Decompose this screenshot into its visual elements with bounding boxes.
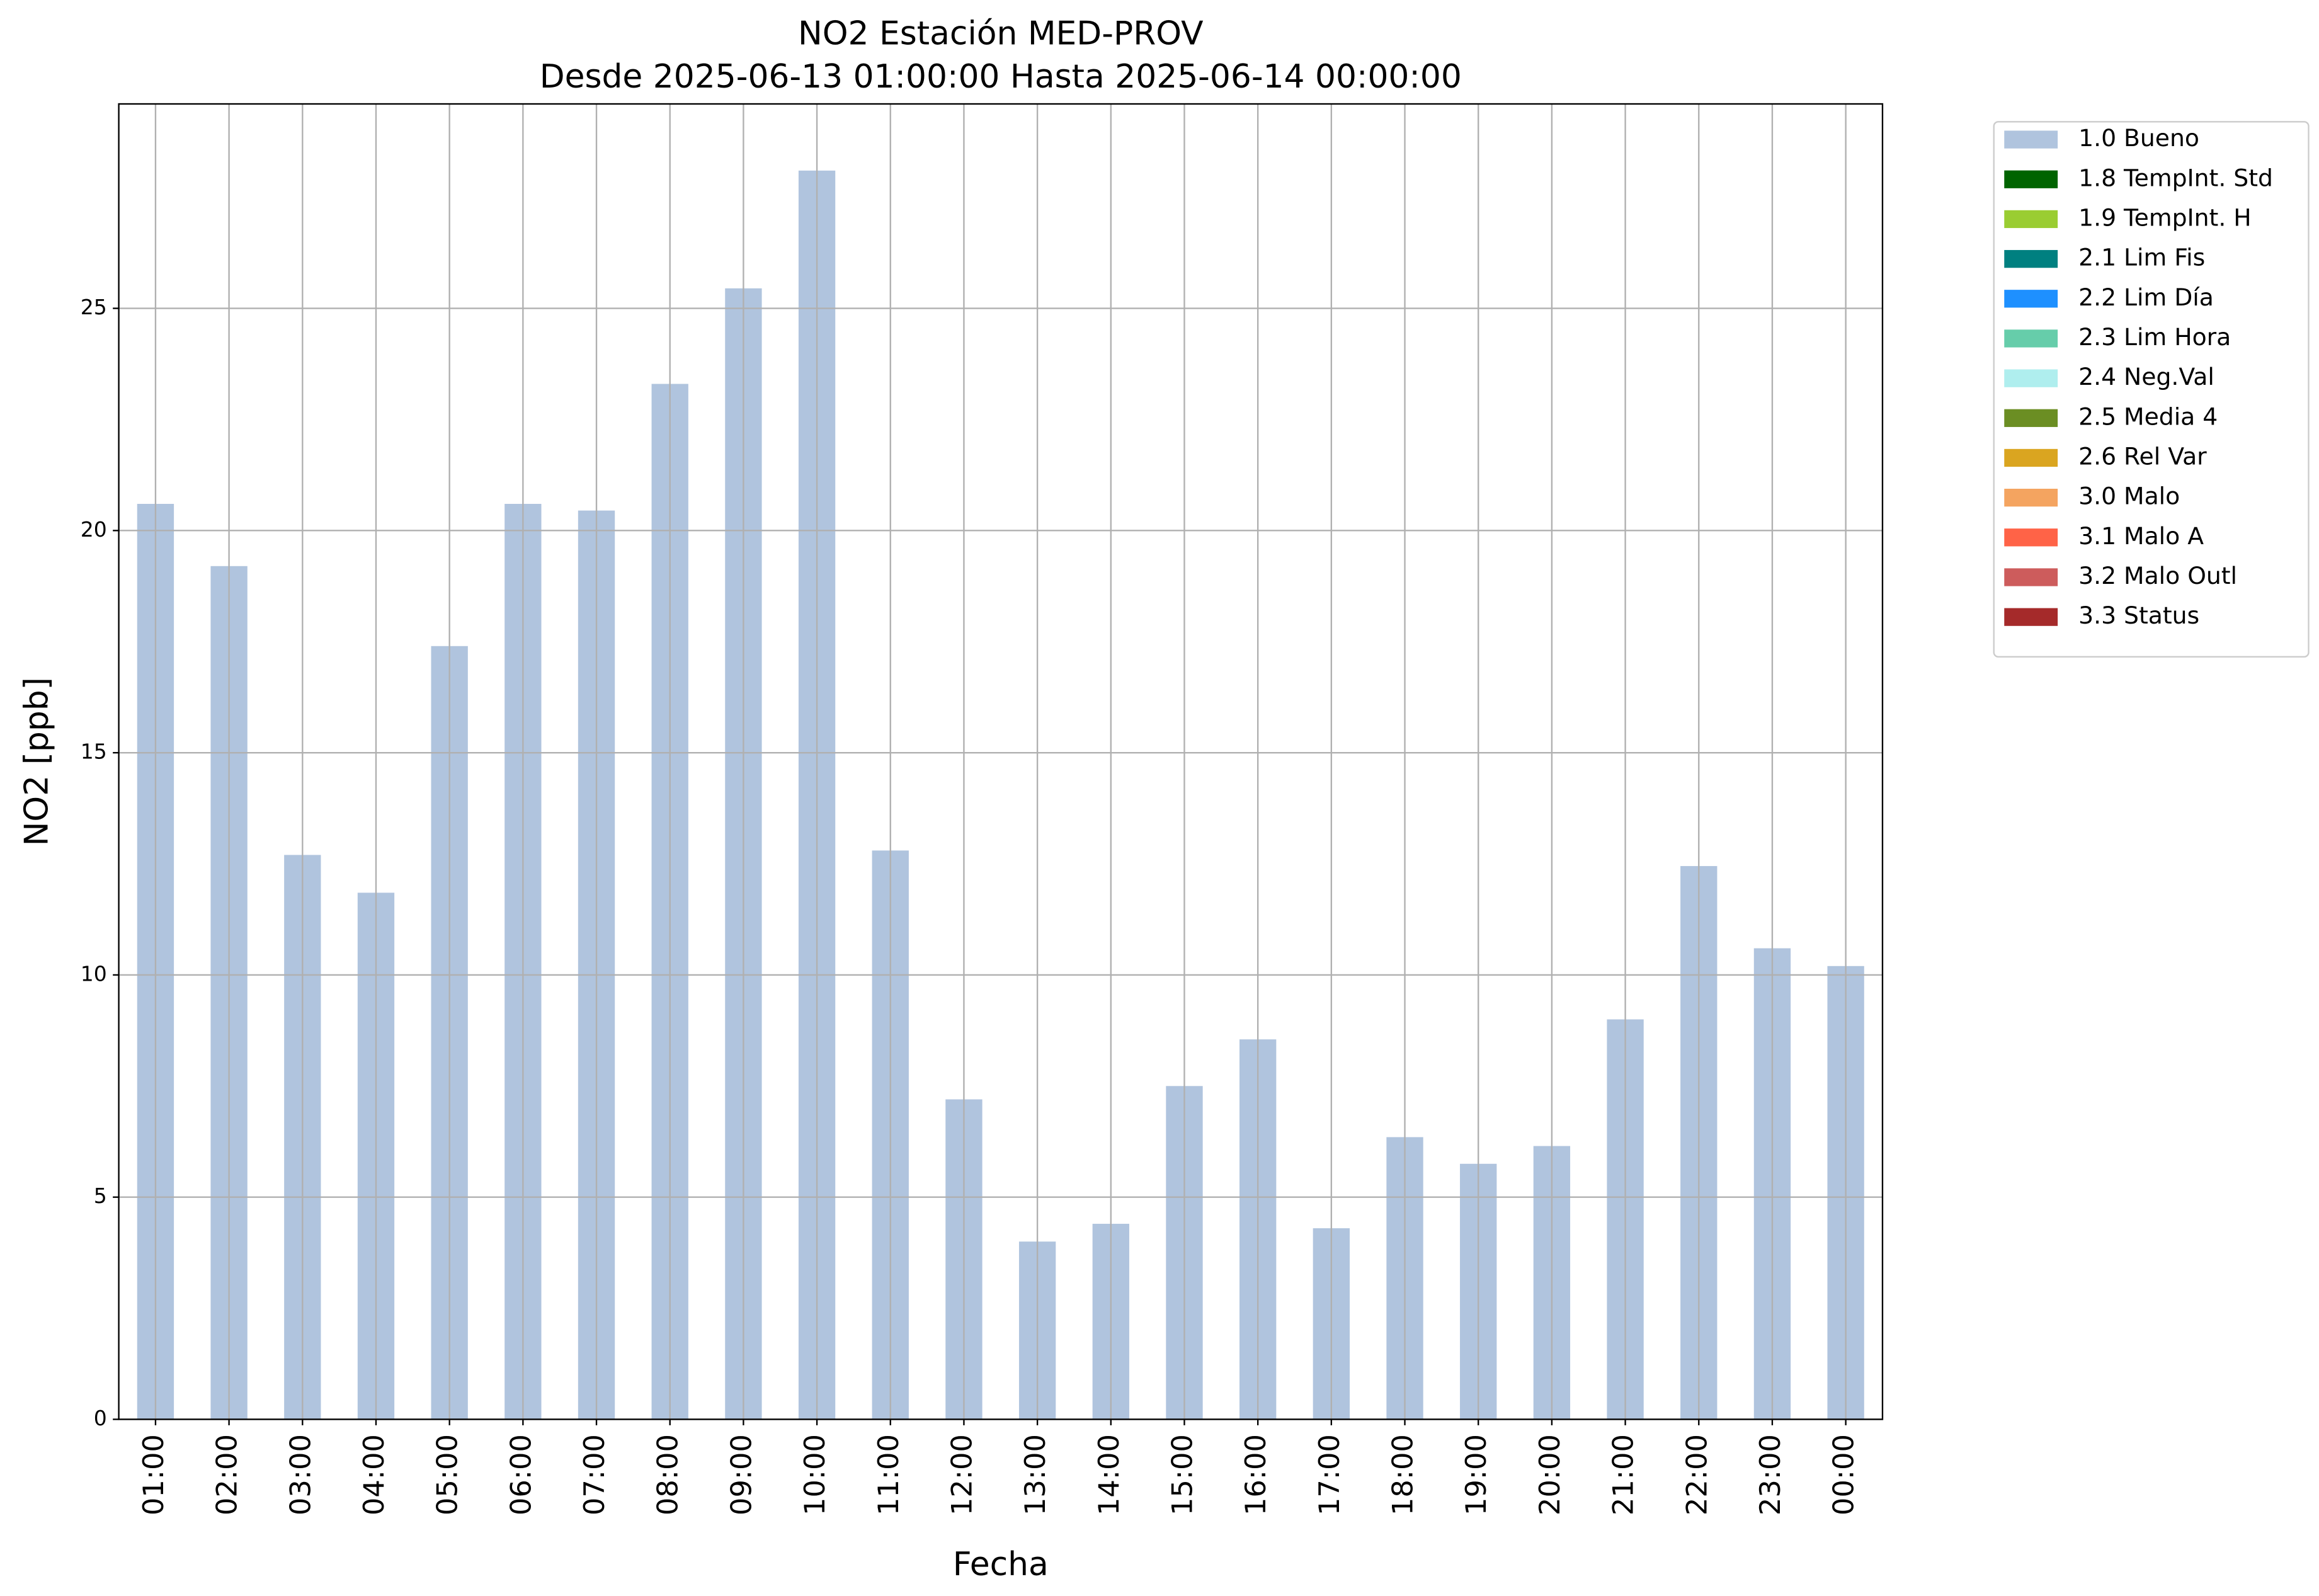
legend-label: 3.0 Malo: [2078, 482, 2180, 510]
x-tick-label: 18:00: [1386, 1434, 1420, 1515]
legend-label: 1.9 TempInt. H: [2078, 203, 2252, 231]
legend-label: 2.2 Lim Día: [2078, 283, 2214, 311]
x-tick-label: 03:00: [283, 1434, 317, 1515]
x-tick-label: 00:00: [1827, 1434, 1860, 1515]
x-tick-label: 20:00: [1533, 1434, 1566, 1515]
x-tick-label: 16:00: [1239, 1434, 1272, 1515]
x-tick-label: 12:00: [945, 1434, 978, 1515]
legend-label: 1.0 Bueno: [2078, 124, 2199, 152]
y-tick-label: 20: [81, 517, 107, 542]
legend-swatch: [2004, 528, 2058, 547]
legend-swatch: [2004, 290, 2058, 308]
x-tick-label: 13:00: [1018, 1434, 1052, 1515]
y-tick-label: 10: [81, 961, 107, 986]
x-tick-label: 19:00: [1459, 1434, 1493, 1515]
plot-frame: [118, 103, 1884, 1420]
x-tick-label: 08:00: [651, 1434, 685, 1515]
x-tick-label: 14:00: [1092, 1434, 1125, 1515]
x-tick-label: 06:00: [504, 1434, 537, 1515]
y-tick-label: 25: [81, 295, 107, 319]
x-tick-label: 07:00: [578, 1434, 611, 1515]
x-tick-label: 21:00: [1607, 1434, 1640, 1515]
legend-label: 3.2 Malo Outl: [2078, 562, 2237, 590]
legend-box: [1993, 121, 2310, 658]
chart-title: NO2 Estación MED-PROV: [798, 15, 1204, 53]
y-tick-label: 15: [81, 739, 107, 764]
legend-label: 2.3 Lim Hora: [2078, 323, 2231, 351]
y-tick-label: 0: [94, 1406, 107, 1430]
legend-label: 2.1 Lim Fis: [2078, 244, 2205, 271]
legend-swatch: [2004, 568, 2058, 586]
y-axis-label: NO2 [ppb]: [18, 677, 55, 846]
legend-swatch: [2004, 488, 2058, 507]
legend-label: 2.5 Media 4: [2078, 402, 2218, 430]
x-axis-label: Fecha: [953, 1546, 1049, 1583]
x-tick-label: 05:00: [431, 1434, 464, 1515]
y-tick-label: 5: [94, 1183, 107, 1208]
chart-subtitle: Desde 2025-06-13 01:00:00 Hasta 2025-06-…: [540, 58, 1462, 96]
legend-label: 3.1 Malo A: [2078, 522, 2204, 550]
legend-swatch: [2004, 170, 2058, 188]
x-tick-label: 11:00: [872, 1434, 905, 1515]
x-tick-label: 17:00: [1313, 1434, 1346, 1515]
legend-swatch: [2004, 608, 2058, 626]
x-tick-label: 15:00: [1165, 1434, 1199, 1515]
legend-label: 2.4 Neg.Val: [2078, 363, 2214, 390]
legend-swatch: [2004, 448, 2058, 467]
legend-swatch: [2004, 329, 2058, 348]
x-tick-label: 02:00: [210, 1434, 244, 1515]
legend-swatch: [2004, 409, 2058, 427]
legend-swatch: [2004, 130, 2058, 149]
legend-label: 2.6 Rel Var: [2078, 442, 2207, 470]
legend-label: 3.3 Status: [2078, 601, 2199, 629]
legend-swatch: [2004, 249, 2058, 268]
x-tick-label: 09:00: [724, 1434, 758, 1515]
x-tick-label: 01:00: [137, 1434, 170, 1515]
legend-swatch: [2004, 210, 2058, 229]
x-tick-label: 22:00: [1680, 1434, 1713, 1515]
x-tick-label: 23:00: [1753, 1434, 1787, 1515]
legend-swatch: [2004, 369, 2058, 387]
x-tick-label: 04:00: [357, 1434, 390, 1515]
legend-label: 1.8 TempInt. Std: [2078, 164, 2273, 191]
x-tick-label: 10:00: [798, 1434, 831, 1515]
